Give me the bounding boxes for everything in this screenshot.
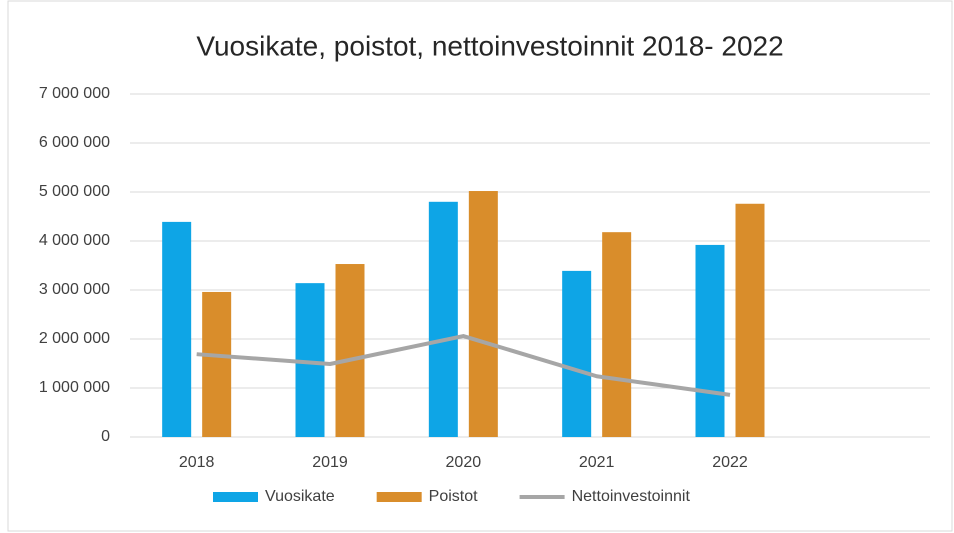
- bar: [335, 264, 365, 437]
- y-tick-label: 0: [101, 428, 110, 445]
- x-tick-label: 2022: [712, 454, 748, 471]
- bar: [202, 291, 232, 437]
- bar: [602, 232, 632, 437]
- y-tick-label: 7 000 000: [39, 85, 110, 102]
- bar: [428, 201, 458, 437]
- x-tick-label: 2018: [179, 454, 215, 471]
- legend-label: Nettoinvestoinnit: [572, 488, 691, 505]
- chart-title: Vuosikate, poistot, nettoinvestoinnit 20…: [196, 30, 783, 61]
- line: [196, 334, 731, 397]
- x-tick-label: 2019: [312, 454, 348, 471]
- legend-marker: [213, 492, 258, 502]
- bar: [695, 244, 725, 437]
- y-tick-label: 1 000 000: [39, 379, 110, 396]
- y-tick-label: 2 000 000: [39, 330, 110, 347]
- bar: [162, 221, 192, 437]
- x-tick-label: 2020: [446, 454, 482, 471]
- y-tick-label: 4 000 000: [39, 232, 110, 249]
- y-tick-label: 5 000 000: [39, 183, 110, 200]
- legend-label: Vuosikate: [265, 488, 335, 505]
- legend-marker: [376, 492, 422, 502]
- legend-label: Poistot: [429, 488, 478, 505]
- bar: [562, 270, 592, 437]
- x-tick-label: 2021: [579, 454, 615, 471]
- y-tick-label: 3 000 000: [39, 281, 110, 298]
- y-tick-label: 6 000 000: [39, 134, 110, 151]
- bar: [735, 203, 765, 437]
- bar: [468, 191, 498, 437]
